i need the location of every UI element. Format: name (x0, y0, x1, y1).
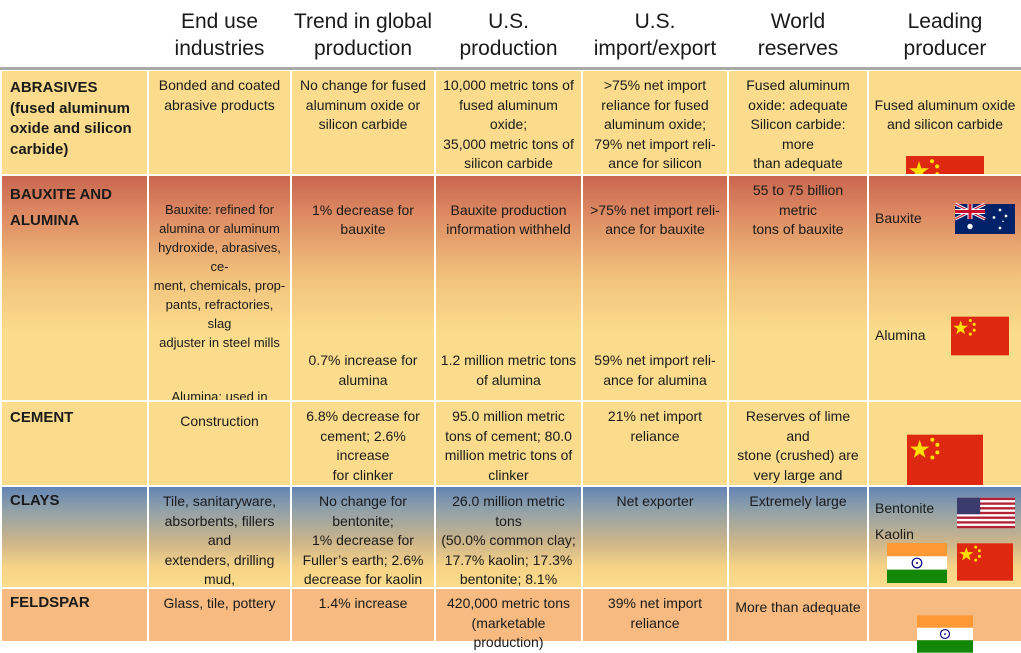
bentonite-producer-label: Bentonite (875, 500, 935, 516)
bauxite-us-prod-alumina: 1.2 million metric tons of alumina (440, 352, 577, 388)
row-label-feldspar: FELDSPAR (0, 587, 147, 641)
clays-us-production: 26.0 million metric tons (50.0% common c… (434, 485, 581, 626)
header-leading-producer: Leading producer (867, 0, 1021, 69)
bauxite-producer-alumina: Alumina (875, 316, 1015, 356)
kaolin-producer-label: Kaolin (875, 526, 914, 542)
header-divider (0, 67, 1021, 70)
abrasives-producer: Fused aluminum oxide and silicon carbide (867, 69, 1021, 174)
row-label-bauxite: BAUXITE AND ALUMINA (0, 174, 147, 400)
bauxite-ie-bauxite: >75% net import reli- ance for bauxite (590, 201, 720, 238)
clays-end-use: Tile, sanitaryware, absorbents, fillers … (147, 485, 290, 626)
feldspar-reserves: More than adequate (727, 587, 867, 641)
abrasives-trend: No change for fused aluminum oxide or si… (290, 69, 434, 174)
china-flag-icon (951, 316, 1009, 356)
cement-trend: 6.8% decrease for cement; 2.6% increase … (290, 400, 434, 485)
row-label-abrasives: ABRASIVES (fused aluminum oxide and sili… (0, 69, 147, 174)
header-us-production: U.S. production (434, 0, 581, 69)
bauxite-reserves: 55 to 75 billion metric tons of bauxite (727, 174, 867, 400)
bauxite-producer-label: Bauxite (875, 210, 922, 227)
bauxite-trend-bauxite: 1% decrease for bauxite (312, 201, 414, 238)
clays-trend: No change for bentonite; 1% decrease for… (290, 485, 434, 587)
abrasives-end-use: Bonded and coated abrasive products (147, 69, 290, 174)
header-import-export: U.S. import/export (581, 0, 727, 69)
feldspar-trend: 1.4% increase (290, 587, 434, 641)
bauxite-us-production: Bauxite production information withheld … (434, 174, 581, 400)
row-label-cement: CEMENT (0, 400, 147, 485)
india-flag-icon (917, 615, 973, 653)
bauxite-import-export: >75% net import reli- ance for bauxite 5… (581, 174, 727, 400)
bauxite-end-use: Bauxite: refined for alumina or aluminum… (147, 174, 290, 480)
cement-import-export: 21% net import reliance (581, 400, 727, 485)
bauxite-ie-alumina: 59% net import reli- ance for alumina (594, 352, 716, 388)
bauxite-end-use-bauxite: Bauxite: refined for alumina or aluminum… (153, 202, 286, 350)
header-blank (0, 0, 147, 69)
header-trend: Trend in global production (290, 0, 434, 69)
alumina-producer-label: Alumina (875, 327, 926, 344)
abrasives-us-production: 10,000 metric tons of fused aluminum oxi… (434, 69, 581, 174)
china-flag-icon (907, 434, 983, 486)
cement-end-use: Construction (147, 400, 290, 485)
clays-reserves: Extremely large (727, 485, 867, 587)
australia-flag-icon (955, 198, 1015, 240)
clays-import-export: Net exporter (581, 485, 727, 587)
bauxite-us-prod-bauxite: Bauxite production information withheld (446, 201, 571, 238)
abrasives-reserves: Fused aluminum oxide: adequate Silicon c… (727, 69, 867, 174)
cement-us-production: 95.0 million metric tons of cement; 80.0… (434, 400, 581, 485)
clays-producer: Bentonite Kaolin (867, 485, 1021, 587)
cement-producer (867, 400, 1021, 485)
usa-flag-icon (957, 495, 1015, 531)
row-label-clays: CLAYS (0, 485, 147, 587)
india-flag-icon (887, 543, 947, 583)
header-world-reserves: World reserves (727, 0, 867, 69)
abrasives-import-export: >75% net import reliance for fused alumi… (581, 69, 727, 191)
bauxite-producer-bauxite: Bauxite (875, 198, 1015, 240)
header-end-use: End use industries (147, 0, 290, 69)
cement-reserves: Reserves of lime and stone (crushed) are… (727, 400, 867, 502)
china-flag-icon (957, 543, 1013, 581)
feldspar-end-use: Glass, tile, pottery (147, 587, 290, 641)
bauxite-trend: 1% decrease for bauxite 0.7% increase fo… (290, 174, 434, 400)
feldspar-us-production: 420,000 metric tons (marketable producti… (434, 587, 581, 650)
bauxite-trend-alumina: 0.7% increase for alumina (308, 352, 418, 388)
abrasives-producer-text: Fused aluminum oxide and silicon carbide (874, 96, 1016, 133)
bauxite-producer: Bauxite Alumina (867, 174, 1021, 400)
feldspar-producer (867, 587, 1021, 641)
feldspar-import-export: 39% net import reliance (581, 587, 727, 641)
